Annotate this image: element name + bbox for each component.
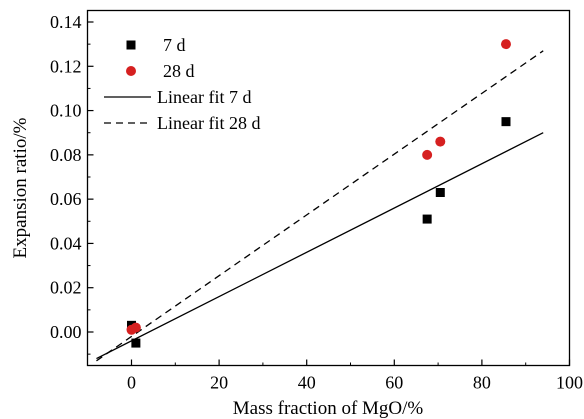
y-tick-label: 0.00 (50, 322, 82, 342)
data-points (126, 39, 511, 348)
x-tick-label: 0 (127, 373, 136, 393)
legend-label: Linear fit 7 d (157, 87, 251, 107)
fit-line-28d (96, 50, 544, 362)
x-axis-title: Mass fraction of MgO/% (233, 398, 424, 419)
point-7d (501, 117, 511, 127)
y-tick-label: 0.10 (50, 101, 82, 121)
legend-marker-28d (126, 66, 136, 76)
y-tick-label: 0.14 (50, 12, 82, 32)
point-7d (131, 338, 141, 348)
fit-line-7d (96, 132, 544, 360)
y-tick-label: 0.06 (50, 189, 82, 209)
x-tick-label: 100 (556, 373, 583, 393)
legend-label: 28 d (163, 61, 195, 81)
point-28d (435, 136, 446, 147)
plot-frame (86, 9, 571, 367)
point-28d (130, 322, 141, 333)
legend-label: 7 d (163, 35, 186, 55)
x-tick-label: 60 (385, 373, 403, 393)
point-28d (500, 39, 511, 50)
x-tick-label: 20 (210, 373, 228, 393)
legend-label: Linear fit 28 d (157, 113, 260, 133)
x-tick-label: 80 (473, 373, 491, 393)
point-7d (435, 188, 445, 197)
axis-ticks: 0 20 40 60 80 100 0.00 0.02 0.04 0.06 0.08 0.10 0.12… (50, 12, 583, 393)
fit-lines (96, 50, 544, 362)
point-7d (422, 214, 432, 224)
x-tick-label: 40 (298, 373, 316, 393)
y-axis-title: Expansion ratio/% (10, 117, 31, 258)
y-tick-label: 0.04 (50, 233, 82, 253)
y-tick-label: 0.08 (50, 145, 82, 165)
legend-marker-7d (126, 40, 136, 50)
y-tick-label: 0.02 (50, 278, 82, 298)
y-tick-label: 0.12 (50, 56, 82, 76)
legend: 7 d 28 d Linear fit 7 d Linear fit 28 d (104, 35, 260, 133)
point-28d (422, 149, 433, 160)
